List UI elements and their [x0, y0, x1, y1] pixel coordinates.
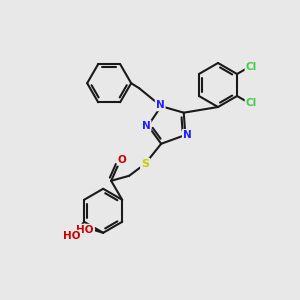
- Text: HO: HO: [76, 225, 94, 235]
- Text: N: N: [142, 121, 150, 131]
- Text: N: N: [183, 130, 192, 140]
- Text: S: S: [141, 159, 149, 169]
- Text: Cl: Cl: [246, 98, 257, 107]
- Text: N: N: [156, 100, 164, 110]
- Text: O: O: [118, 155, 127, 165]
- Text: Cl: Cl: [246, 62, 257, 73]
- Text: HO: HO: [63, 231, 81, 241]
